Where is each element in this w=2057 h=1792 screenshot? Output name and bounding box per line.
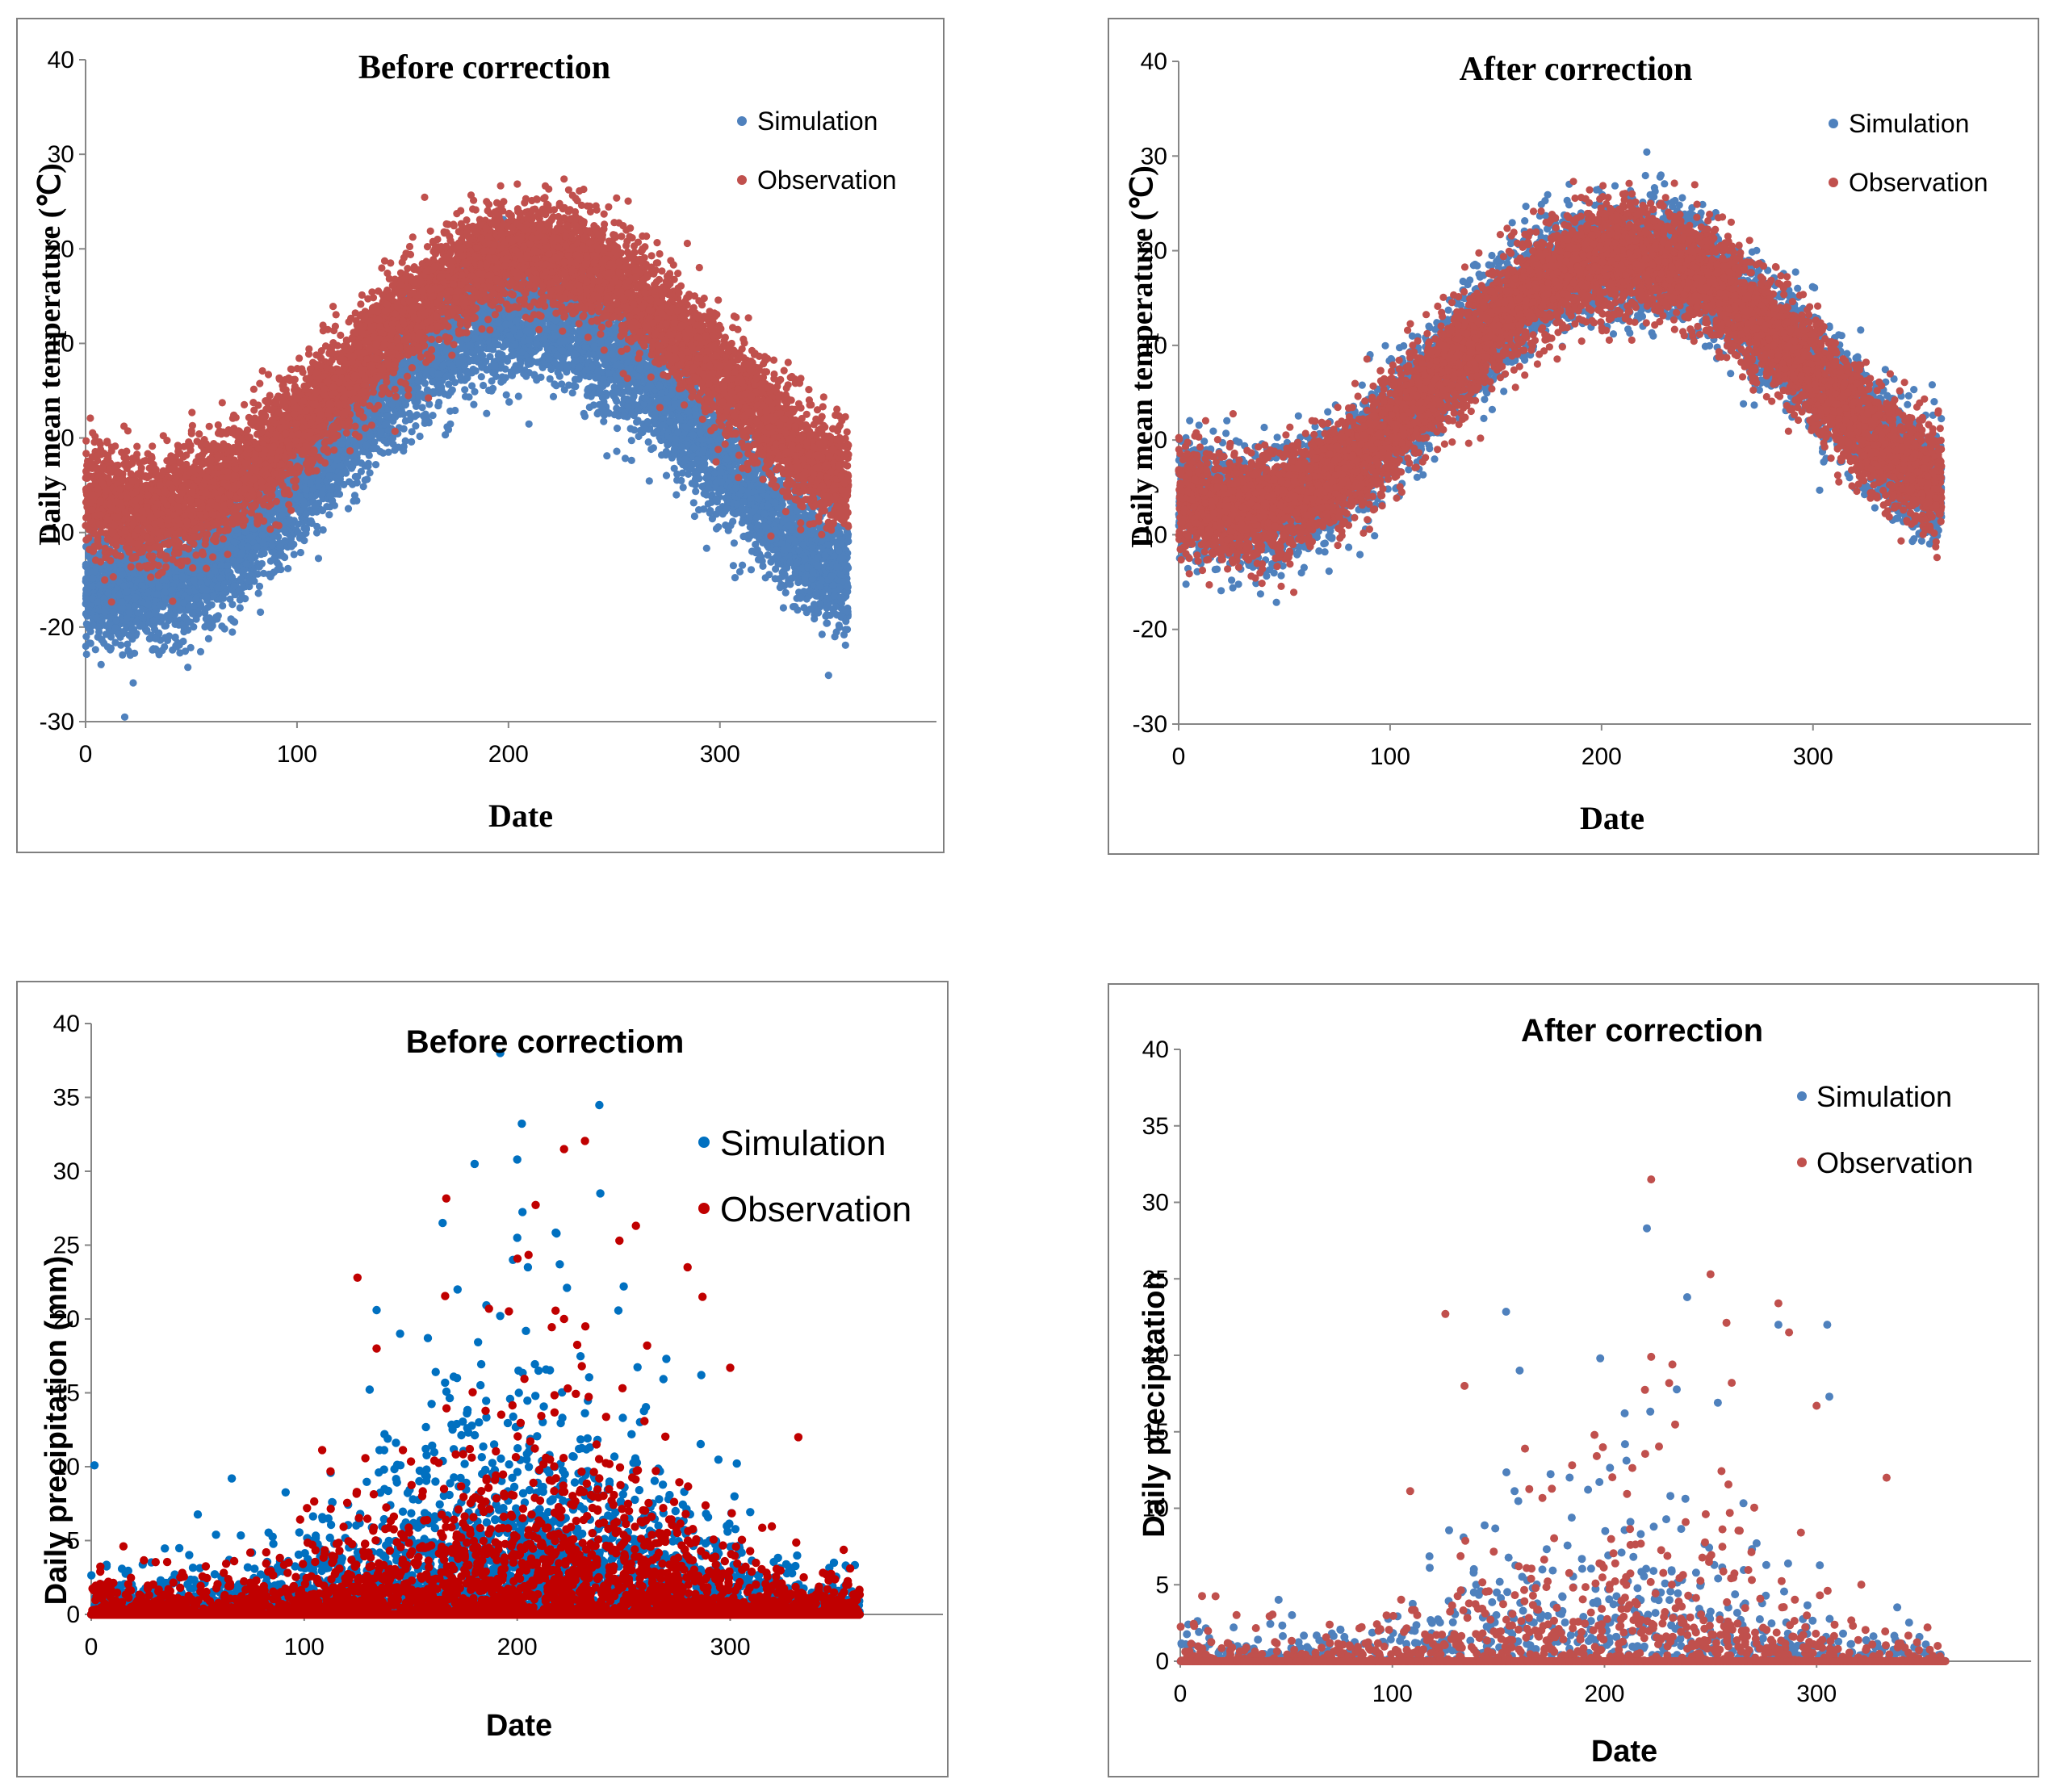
x-tick-label: 300 <box>700 741 740 768</box>
data-point <box>832 628 840 636</box>
data-point <box>779 604 788 612</box>
data-point <box>730 539 739 547</box>
data-point <box>383 412 392 421</box>
data-point <box>405 409 413 417</box>
data-point <box>729 517 737 525</box>
data-point <box>161 622 169 630</box>
data-point <box>824 672 832 680</box>
data-point <box>366 469 374 477</box>
data-point <box>645 477 653 485</box>
data-point <box>468 382 476 390</box>
data-point <box>294 520 302 528</box>
data-point <box>371 461 380 469</box>
data-point <box>323 503 331 511</box>
data-point <box>446 407 455 415</box>
data-point <box>580 409 588 417</box>
data-point <box>196 647 205 656</box>
data-point <box>649 444 658 452</box>
data-point <box>571 375 580 383</box>
x-tick-label: 0 <box>79 741 93 768</box>
data-point <box>708 515 717 523</box>
data-point <box>747 566 756 574</box>
data-point <box>841 641 849 649</box>
y-tick-label: 30 <box>48 141 74 168</box>
data-point <box>444 425 453 433</box>
data-point <box>811 614 819 623</box>
y-tick-label: 0 <box>61 425 74 452</box>
data-point <box>627 437 635 445</box>
data-point <box>818 630 826 639</box>
data-point <box>186 643 195 652</box>
data-point <box>794 606 802 614</box>
data-point <box>340 480 348 489</box>
y-tick-label: 40 <box>48 47 74 73</box>
data-point <box>477 373 485 381</box>
data-point <box>219 601 227 610</box>
data-point <box>841 626 850 634</box>
data-point <box>505 398 513 406</box>
data-point <box>534 358 542 366</box>
data-point <box>525 420 533 428</box>
data-point <box>179 637 187 646</box>
data-point <box>82 650 90 659</box>
y-tick-label: 20 <box>48 236 74 262</box>
chart-panel-temp-before: 40 30 20 10 0 -10 -20 -30 0 100 200 300 Before corr… <box>16 18 945 853</box>
data-point <box>254 589 262 597</box>
data-point <box>145 634 153 643</box>
data-point <box>236 604 244 612</box>
data-point <box>418 404 426 412</box>
data-point <box>621 454 630 463</box>
data-point <box>91 646 99 654</box>
data-point <box>735 567 744 576</box>
data-point <box>692 488 700 496</box>
data-point <box>421 379 429 387</box>
data-point <box>204 634 212 643</box>
x-tick-label: 200 <box>488 741 529 768</box>
data-point <box>408 438 416 446</box>
data-point <box>844 538 853 546</box>
y-tick-label: -20 <box>40 614 74 641</box>
data-point <box>600 417 608 425</box>
y-tick-label: -30 <box>40 709 74 735</box>
y-tick-label: 10 <box>48 330 74 357</box>
data-point <box>714 523 723 531</box>
data-point <box>731 574 739 582</box>
data-point <box>759 562 767 571</box>
data-point <box>546 375 554 383</box>
x-tick-label: 100 <box>277 741 317 768</box>
data-point <box>408 428 416 436</box>
data-point <box>835 622 843 630</box>
data-point <box>97 660 105 668</box>
data-point <box>255 582 264 591</box>
data-point <box>296 548 304 557</box>
y-tick-label: -10 <box>40 520 74 546</box>
data-point <box>131 602 139 610</box>
data-point <box>689 499 698 507</box>
data-point <box>764 551 772 559</box>
data-point <box>502 391 510 399</box>
data-point <box>662 471 671 479</box>
data-point <box>670 464 678 472</box>
data-point <box>446 388 455 396</box>
data-point <box>603 452 611 460</box>
data-point <box>284 564 292 573</box>
data-point <box>593 410 601 418</box>
data-point <box>631 426 639 434</box>
data-point <box>471 387 479 396</box>
